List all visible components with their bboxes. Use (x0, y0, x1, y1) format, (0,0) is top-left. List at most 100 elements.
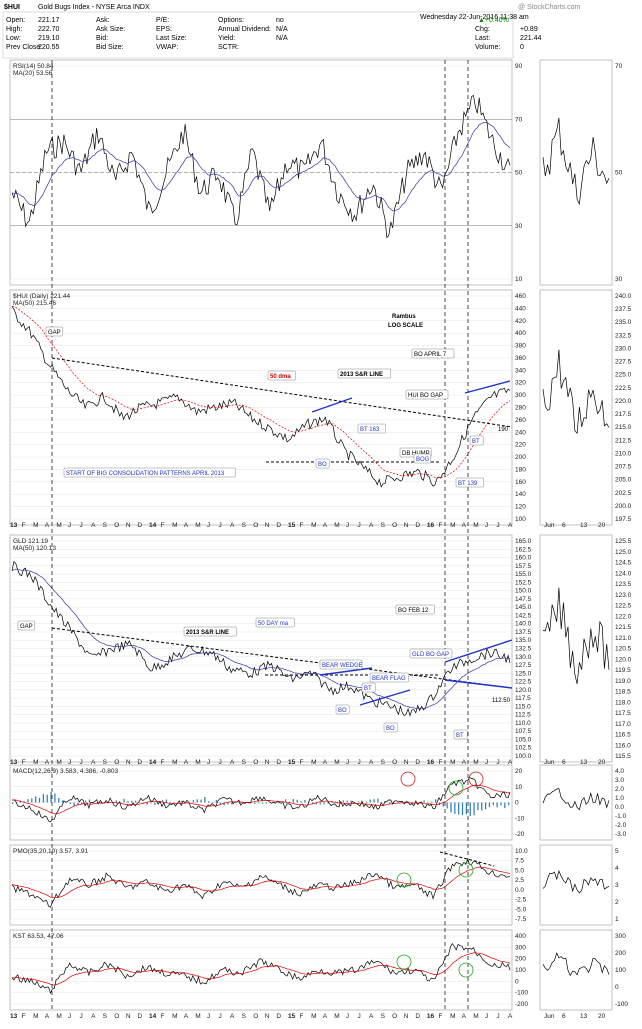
macd-histogram-bar (481, 803, 482, 811)
x-tick-label: A (462, 759, 467, 766)
x-tick-label: S (242, 522, 247, 529)
x-tick-label: O (392, 1013, 397, 1020)
x-tick-label: 16 (427, 1013, 435, 1020)
y-tick-label: 130.0 (515, 654, 532, 661)
panel-legend: MACD(12,26,9) 3.583, 4.386, -0.803 (13, 768, 119, 775)
y-tick-label: 120 (515, 504, 526, 511)
x-tick-label: M (56, 759, 61, 766)
chg-label: Chg: (475, 26, 490, 33)
annotation-bear_wedge: BEAR WEDGE (322, 663, 363, 669)
x-tick-label: J (357, 1013, 360, 1020)
y-tick-label: 220 (515, 442, 526, 449)
x-tick-label: A (45, 522, 50, 529)
volume-label: Volume: (475, 44, 500, 51)
annotation-rambus: Rambus (392, 314, 416, 320)
y-tick-label: 145.0 (515, 604, 532, 611)
y-tick-label: 120.0 (515, 687, 532, 694)
quote-label: Ask Size: (96, 26, 125, 33)
symbol-title: $HUI (4, 4, 20, 11)
x-tick-label: 15 (288, 759, 296, 766)
x-tick-label: F (300, 759, 304, 766)
side-tick-label: 115.5 (615, 753, 631, 760)
x-tick-label: M (195, 1013, 200, 1020)
side-tick-label: 1.0 (615, 795, 624, 802)
x-tick-label: J (68, 1013, 71, 1020)
side-tick-label: 222.5 (615, 385, 632, 392)
x-tick-label: O (392, 522, 397, 529)
macd-histogram-bar (370, 800, 371, 803)
side-tick-label: 3 (615, 882, 619, 889)
side-tick-label: 119.5 (615, 667, 631, 674)
y-tick-label: 460 (515, 293, 526, 300)
y-tick-label: 162.5 (515, 546, 532, 553)
x-tick-label: 15 (288, 522, 296, 529)
y-tick-label: 140 (515, 491, 526, 498)
y-tick-label: 165.0 (515, 538, 532, 545)
x-tick-label: F (22, 1013, 26, 1020)
x-tick-label: N (126, 759, 131, 766)
annotation-bear_flag: BEAR FLAG (372, 676, 406, 682)
y-tick-label: 110.0 (515, 720, 531, 727)
x-tick-label: S (242, 759, 247, 766)
x-tick-label: J (79, 522, 82, 529)
macd-histogram-bar (508, 803, 509, 806)
x-tick-label: F (439, 1013, 443, 1020)
x-tick-label: O (253, 522, 258, 529)
last-label: Last: (475, 35, 490, 42)
side-tick-label: 230.0 (615, 345, 632, 352)
macd-histogram-bar (200, 800, 201, 803)
macd-histogram-bar (423, 800, 424, 802)
macd-histogram-bar (350, 801, 351, 803)
y-tick-label: 340 (515, 367, 526, 374)
side-tick-label: 207.5 (615, 464, 632, 471)
chg-pct: ▲+0.40% (478, 17, 509, 24)
x-tick-label: D (415, 1013, 420, 1020)
side-tick-label: 120.5 (615, 646, 632, 653)
quote-value: 222.70 (38, 26, 60, 33)
x-tick-label: J (218, 522, 221, 529)
x-tick-label: S (381, 759, 386, 766)
quote-value: no (276, 17, 284, 24)
macd-histogram-bar (31, 798, 32, 802)
x-tick-label: M (334, 759, 339, 766)
macd-histogram-bar (447, 803, 448, 809)
side-x-tick-label: Jun (544, 1013, 555, 1020)
macd-histogram-bar (197, 799, 198, 802)
panel-legend: MA(20) 53.56 (13, 70, 53, 77)
x-tick-label: J (346, 522, 349, 529)
x-tick-label: A (323, 522, 328, 529)
y-tick-label: 115.0 (515, 703, 531, 710)
x-tick-label: D (137, 759, 142, 766)
side-tick-label: -3.0 (615, 831, 627, 838)
side-tick-label: 70 (615, 63, 623, 70)
macd-histogram-bar (27, 799, 28, 802)
side-tick-label: 3.0 (615, 777, 624, 784)
x-tick-label: J (68, 759, 71, 766)
y-tick-label: 132.5 (515, 646, 532, 653)
macd-histogram-bar (347, 801, 348, 803)
x-tick-label: A (230, 759, 235, 766)
x-tick-label: 14 (149, 1013, 157, 1020)
x-tick-label: M (311, 1013, 316, 1020)
x-tick-label: J (218, 759, 221, 766)
macd-histogram-bar (477, 803, 478, 811)
x-tick-label: O (114, 522, 119, 529)
x-tick-label: F (161, 522, 165, 529)
x-tick-label: M (33, 522, 38, 529)
x-tick-label: O (114, 759, 119, 766)
x-tick-label: A (462, 1013, 467, 1020)
macd-histogram-bar (323, 803, 324, 805)
macd-histogram-bar (297, 800, 298, 803)
side-tick-label: 116.5 (615, 732, 631, 739)
y-tick-label: 400 (515, 933, 526, 940)
annotation-gld_bt: BT (364, 686, 372, 692)
x-tick-label: 13 (10, 522, 18, 529)
macd-histogram-bar (124, 799, 125, 803)
side-tick-label: 205.0 (615, 477, 632, 484)
y-tick-label: 117.5 (515, 695, 531, 702)
x-tick-label: J (79, 759, 82, 766)
x-tick-label: M (33, 759, 38, 766)
side-tick-label: 125.5 (615, 538, 632, 545)
side-x-tick-label: 13 (580, 522, 588, 529)
x-tick-label: M (33, 1013, 38, 1020)
